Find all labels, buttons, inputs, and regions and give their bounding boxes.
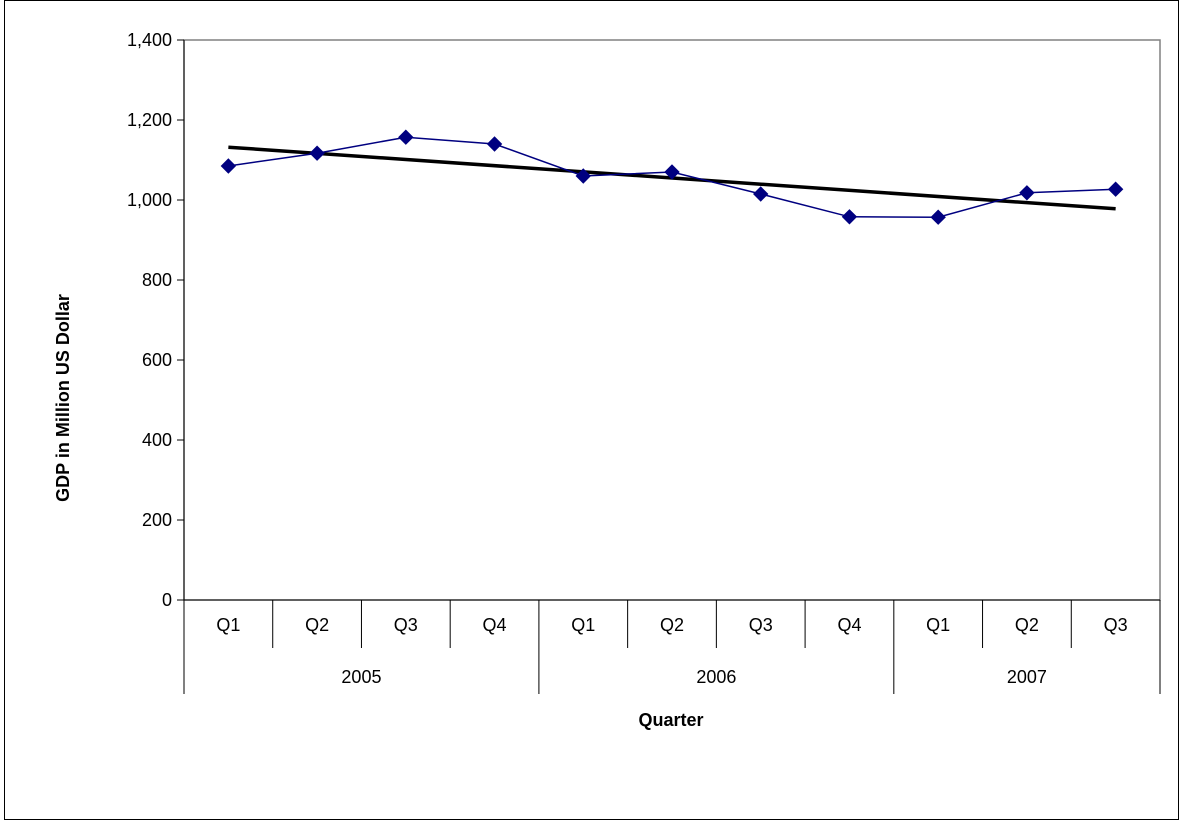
data-point-marker	[398, 129, 414, 145]
y-tick-label: 1,000	[127, 190, 172, 210]
x-group-label: 2005	[341, 667, 381, 687]
data-point-marker	[220, 158, 237, 174]
plot-area	[183, 39, 1161, 601]
y-tick-label: 0	[162, 590, 172, 610]
y-tick-label: 800	[142, 270, 172, 290]
data-point-marker	[309, 145, 325, 161]
x-axis-title: Quarter	[638, 710, 703, 730]
x-group-label: 2007	[1007, 667, 1047, 687]
data-point-marker	[753, 186, 769, 202]
data-point-marker	[841, 209, 858, 225]
y-axis-title: GDP in Million US Dollar	[53, 294, 73, 502]
y-tick-labels: 0 200 400 600 800 1,000 1,200 1,400	[127, 30, 172, 610]
data-point-marker	[930, 209, 946, 225]
data-point-marker	[575, 168, 591, 184]
x-tick-label: Q2	[1015, 615, 1039, 635]
x-tick-label: Q4	[837, 615, 861, 635]
x-tick-label: Q1	[216, 615, 240, 635]
x-group-label: 2006	[696, 667, 736, 687]
x-tick-label: Q3	[394, 615, 418, 635]
data-point-marker	[664, 164, 680, 180]
x-tick-label: Q2	[305, 615, 329, 635]
x-tick-label: Q3	[749, 615, 773, 635]
data-point-marker	[1019, 185, 1035, 201]
data-point-marker	[1107, 181, 1124, 197]
y-tick-label: 1,200	[127, 110, 172, 130]
x-tick-label: Q2	[660, 615, 684, 635]
x-tick-label: Q1	[571, 615, 595, 635]
data-point-marker	[486, 136, 503, 152]
x-tick-label: Q3	[1104, 615, 1128, 635]
axes	[177, 39, 1161, 694]
y-tick-label: 1,400	[127, 30, 172, 50]
chart-frame	[4, 0, 1179, 820]
y-tick-label: 200	[142, 510, 172, 530]
y-tick-label: 400	[142, 430, 172, 450]
x-tick-label: Q1	[926, 615, 950, 635]
x-tick-label: Q4	[483, 615, 507, 635]
series-layer	[220, 129, 1124, 225]
x-category-labels: Q1 Q2 Q3 Q4 Q1 Q2 Q3 Q4 Q1 Q2 Q3 2005 2006 2007	[216, 615, 1127, 687]
y-tick-label: 600	[142, 350, 172, 370]
